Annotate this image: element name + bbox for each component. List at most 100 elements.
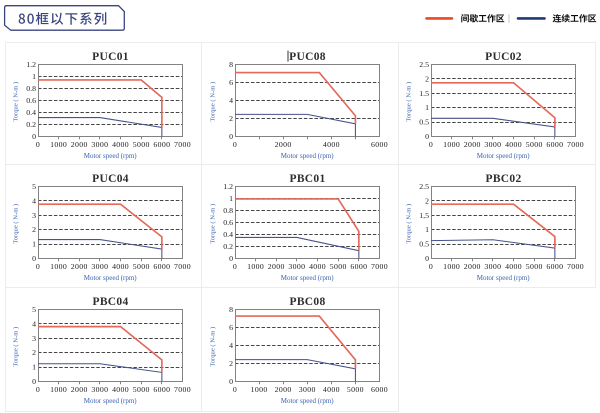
svg-text:1: 1	[229, 194, 233, 203]
svg-text:3000: 3000	[288, 262, 305, 271]
svg-text:Torque ( N-m ): Torque ( N-m )	[13, 82, 20, 122]
svg-text:0: 0	[233, 384, 237, 393]
svg-text:PBC02: PBC02	[486, 173, 522, 185]
svg-text:2000: 2000	[274, 384, 291, 393]
svg-text:2000: 2000	[464, 140, 481, 149]
svg-text:5: 5	[32, 182, 36, 191]
svg-text:4000: 4000	[323, 384, 340, 393]
svg-text:Torque ( N-m ): Torque ( N-m )	[209, 82, 216, 122]
svg-text:1000: 1000	[444, 140, 461, 149]
svg-text:3000: 3000	[91, 384, 108, 393]
svg-text:0: 0	[36, 384, 40, 393]
svg-text:1000: 1000	[50, 140, 67, 149]
svg-text:Torque ( N-m ): Torque ( N-m )	[13, 204, 20, 244]
svg-text:4000: 4000	[309, 262, 326, 271]
svg-text:4000: 4000	[323, 140, 340, 149]
svg-text:7000: 7000	[371, 262, 388, 271]
svg-text:1: 1	[32, 72, 36, 81]
svg-text:6: 6	[229, 78, 233, 87]
svg-text:Torque ( N-m ): Torque ( N-m )	[209, 204, 216, 244]
svg-text:3000: 3000	[91, 140, 108, 149]
svg-text:2000: 2000	[267, 262, 284, 271]
svg-text:0: 0	[233, 262, 237, 271]
svg-text:0.5: 0.5	[420, 240, 430, 249]
svg-text:4000: 4000	[112, 140, 129, 149]
svg-text:Motor speed (rpm): Motor speed (rpm)	[84, 274, 138, 282]
svg-text:1,5: 1,5	[420, 211, 430, 220]
svg-text:0: 0	[32, 132, 36, 141]
svg-text:0.6: 0.6	[26, 96, 36, 105]
svg-text:4000: 4000	[112, 262, 129, 271]
svg-text:2: 2	[425, 74, 429, 83]
svg-text:4000: 4000	[505, 262, 522, 271]
svg-text:7000: 7000	[174, 262, 191, 271]
svg-text:6000: 6000	[350, 262, 367, 271]
svg-text:2: 2	[425, 197, 429, 206]
svg-text:6000: 6000	[153, 140, 170, 149]
svg-text:7000: 7000	[567, 262, 584, 271]
svg-text:6000: 6000	[547, 262, 564, 271]
svg-text:0: 0	[36, 140, 40, 149]
svg-text:2: 2	[32, 226, 36, 235]
svg-text:PBC01: PBC01	[289, 173, 325, 185]
svg-text:0.2: 0.2	[223, 242, 233, 251]
svg-text:Motor speed (rpm): Motor speed (rpm)	[280, 152, 334, 160]
svg-text:1.2: 1.2	[223, 182, 233, 191]
svg-text:2000: 2000	[71, 384, 88, 393]
svg-text:PUC01: PUC01	[92, 51, 129, 63]
svg-text:0: 0	[425, 132, 429, 141]
svg-text:5000: 5000	[133, 262, 150, 271]
svg-text:4: 4	[229, 96, 233, 105]
svg-text:6000: 6000	[371, 140, 388, 149]
svg-text:2000: 2000	[464, 262, 481, 271]
svg-text:1000: 1000	[247, 262, 264, 271]
svg-text:Torque ( N-m ): Torque ( N-m )	[406, 82, 413, 122]
svg-text:6000: 6000	[371, 384, 388, 393]
svg-text:5000: 5000	[133, 140, 150, 149]
svg-text:0: 0	[429, 140, 433, 149]
svg-text:6: 6	[229, 323, 233, 332]
svg-text:Motor speed (rpm): Motor speed (rpm)	[280, 274, 334, 282]
svg-text:4: 4	[32, 319, 36, 328]
svg-text:0.5: 0.5	[420, 118, 430, 127]
svg-text:Torque ( N-m ): Torque ( N-m )	[406, 204, 413, 244]
svg-text:7000: 7000	[567, 140, 584, 149]
svg-text:1000: 1000	[444, 262, 461, 271]
svg-text:0: 0	[229, 377, 233, 386]
svg-text:2000: 2000	[71, 140, 88, 149]
svg-text:0: 0	[229, 254, 233, 263]
svg-text:6000: 6000	[547, 140, 564, 149]
svg-text:2: 2	[32, 348, 36, 357]
svg-text:PUC08: PUC08	[289, 51, 326, 63]
svg-text:Motor speed (rpm): Motor speed (rpm)	[477, 274, 531, 282]
svg-text:3000: 3000	[298, 384, 315, 393]
svg-text:0: 0	[233, 140, 237, 149]
svg-text:3: 3	[32, 211, 36, 220]
svg-text:Torque ( N-m ): Torque ( N-m )	[13, 326, 20, 366]
svg-text:3000: 3000	[485, 140, 502, 149]
svg-text:4000: 4000	[505, 140, 522, 149]
svg-text:5000: 5000	[133, 384, 150, 393]
svg-text:0: 0	[429, 262, 433, 271]
svg-text:5000: 5000	[329, 262, 346, 271]
svg-text:PBC04: PBC04	[93, 296, 129, 308]
svg-text:Torque ( N-m ): Torque ( N-m )	[209, 326, 216, 366]
svg-text:4000: 4000	[112, 384, 129, 393]
svg-text:1: 1	[425, 226, 429, 235]
svg-text:1000: 1000	[50, 262, 67, 271]
svg-text:0.4: 0.4	[26, 108, 36, 117]
svg-text:7000: 7000	[174, 384, 191, 393]
svg-text:1.2: 1.2	[26, 60, 36, 69]
svg-text:5000: 5000	[347, 384, 364, 393]
svg-text:0.4: 0.4	[223, 230, 233, 239]
svg-text:7000: 7000	[174, 140, 191, 149]
svg-text:2.5: 2.5	[420, 60, 430, 69]
svg-text:1: 1	[32, 240, 36, 249]
svg-text:8: 8	[229, 60, 233, 69]
svg-text:0.8: 0.8	[26, 84, 36, 93]
svg-text:0: 0	[32, 254, 36, 263]
svg-text:PBC08: PBC08	[289, 296, 325, 308]
svg-text:Motor speed (rpm): Motor speed (rpm)	[477, 152, 531, 160]
svg-text:0.6: 0.6	[223, 218, 233, 227]
svg-text:1000: 1000	[50, 384, 67, 393]
